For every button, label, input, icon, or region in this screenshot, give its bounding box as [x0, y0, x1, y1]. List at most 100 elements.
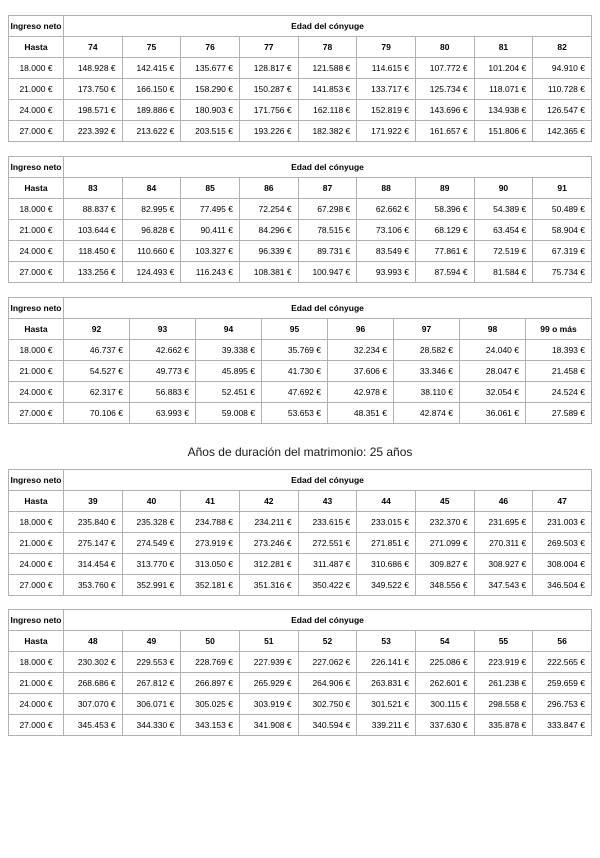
age-header-cell: 85 — [180, 177, 240, 199]
amount-cell: 346.504 € — [532, 574, 592, 596]
income-threshold-cell: 27.000 € — [8, 402, 64, 424]
age-header-cell: 46 — [473, 490, 534, 512]
age-header-cell: 42 — [238, 490, 299, 512]
pension-table-section-ages-74-82: Ingreso neto Edad del cónyuge Hasta 74 75 76 7… — [0, 15, 600, 142]
income-threshold-cell: 27.000 € — [8, 120, 64, 142]
amount-cell: 273.246 € — [238, 532, 299, 554]
age-header-cell: 99 o más — [525, 318, 592, 340]
amount-cell: 309.827 € — [414, 553, 475, 575]
table-group-header-row: Ingreso neto Edad del cónyuge — [8, 15, 592, 37]
age-header-cell: 86 — [238, 177, 299, 199]
income-threshold-cell: 24.000 € — [8, 240, 64, 262]
income-row-header-cell: Hasta — [8, 318, 64, 340]
amount-cell: 148.928 € — [63, 57, 123, 79]
age-header-cell: 83 — [63, 177, 123, 199]
amount-cell: 38.110 € — [393, 381, 460, 403]
amount-cell: 58.904 € — [532, 219, 592, 241]
amount-cell: 143.696 € — [414, 99, 475, 121]
amount-cell: 72.254 € — [238, 198, 299, 220]
amount-cell: 53.653 € — [261, 402, 328, 424]
amount-cell: 230.302 € — [63, 651, 123, 673]
amount-cell: 333.847 € — [532, 714, 592, 736]
amount-cell: 162.118 € — [297, 99, 358, 121]
table-data-row: 21.000 €275.147 €274.549 €273.919 €273.2… — [8, 532, 592, 554]
amount-cell: 83.549 € — [356, 240, 416, 262]
amount-cell: 124.493 € — [121, 261, 182, 283]
amount-cell: 45.895 € — [195, 360, 262, 382]
amount-cell: 110.660 € — [121, 240, 182, 262]
document-page: Ingreso neto Edad del cónyuge Hasta 74 75 76 7… — [0, 15, 600, 858]
age-group-header-cell: Edad del cónyuge — [63, 469, 592, 491]
pension-table-section-ages-48-56: Ingreso neto Edad del cónyuge Hasta 48 49 50 5… — [0, 609, 600, 736]
amount-cell: 59.008 € — [195, 402, 262, 424]
table-group-header-row: Ingreso neto Edad del cónyuge — [8, 156, 592, 178]
income-threshold-cell: 18.000 € — [8, 57, 64, 79]
table-data-row: 21.000 €173.750 €166.150 €158.290 €150.2… — [8, 78, 592, 100]
amount-cell: 93.993 € — [356, 261, 416, 283]
age-header-cell: 53 — [356, 630, 416, 652]
amount-cell: 27.589 € — [525, 402, 592, 424]
age-header-cell: 91 — [532, 177, 592, 199]
amount-cell: 306.071 € — [121, 693, 182, 715]
age-header-cell: 48 — [63, 630, 123, 652]
amount-cell: 96.339 € — [238, 240, 299, 262]
income-column-header-cell: Ingreso neto — [8, 609, 64, 631]
age-header-cell: 78 — [297, 36, 358, 58]
amount-cell: 296.753 € — [532, 693, 592, 715]
age-header-row: Hasta 83 84 85 86 87 88 89 90 91 — [8, 177, 592, 199]
table-data-row: 24.000 €198.571 €189.886 €180.903 €171.7… — [8, 99, 592, 121]
income-column-header-cell: Ingreso neto — [8, 156, 64, 178]
amount-cell: 56.883 € — [129, 381, 196, 403]
age-header-cell: 55 — [473, 630, 534, 652]
pension-table-section-ages-92-99: Ingreso neto Edad del cónyuge Hasta 92 93 94 9… — [0, 297, 600, 424]
amount-cell: 234.788 € — [180, 511, 240, 533]
amount-cell: 337.630 € — [414, 714, 475, 736]
amount-cell: 339.211 € — [356, 714, 416, 736]
age-group-header-cell: Edad del cónyuge — [63, 297, 592, 319]
amount-cell: 271.851 € — [356, 532, 416, 554]
amount-cell: 73.106 € — [356, 219, 416, 241]
amount-cell: 90.411 € — [180, 219, 240, 241]
age-header-cell: 92 — [63, 318, 130, 340]
table-data-row: 24.000 €62.317 €56.883 €52.451 €47.692 €… — [8, 381, 592, 403]
amount-cell: 35.769 € — [261, 339, 328, 361]
age-header-cell: 90 — [473, 177, 534, 199]
amount-cell: 269.503 € — [532, 532, 592, 554]
age-header-cell: 44 — [356, 490, 416, 512]
age-header-cell: 89 — [414, 177, 475, 199]
amount-cell: 298.558 € — [473, 693, 534, 715]
amount-cell: 89.731 € — [297, 240, 358, 262]
table-data-row: 18.000 €88.837 €82.995 €77.495 €72.254 €… — [8, 198, 592, 220]
amount-cell: 33.346 € — [393, 360, 460, 382]
age-header-cell: 39 — [63, 490, 123, 512]
amount-cell: 352.991 € — [121, 574, 182, 596]
amount-cell: 46.737 € — [63, 339, 130, 361]
age-header-cell: 80 — [414, 36, 475, 58]
income-row-header-cell: Hasta — [8, 177, 64, 199]
age-header-cell: 47 — [532, 490, 592, 512]
income-threshold-cell: 24.000 € — [8, 99, 64, 121]
age-group-header-cell: Edad del cónyuge — [63, 156, 592, 178]
table-data-row: 27.000 €353.760 €352.991 €352.181 €351.3… — [8, 574, 592, 596]
age-header-cell: 40 — [121, 490, 182, 512]
income-threshold-cell: 18.000 € — [8, 651, 64, 673]
amount-cell: 67.298 € — [297, 198, 358, 220]
income-threshold-cell: 21.000 € — [8, 78, 64, 100]
amount-cell: 262.601 € — [414, 672, 475, 694]
amount-cell: 226.141 € — [356, 651, 416, 673]
amount-cell: 310.686 € — [356, 553, 416, 575]
amount-cell: 266.897 € — [180, 672, 240, 694]
age-header-cell: 87 — [297, 177, 358, 199]
table-data-row: 24.000 €307.070 €306.071 €305.025 €303.9… — [8, 693, 592, 715]
amount-cell: 24.040 € — [459, 339, 526, 361]
amount-cell: 234.211 € — [238, 511, 299, 533]
table-data-row: 21.000 €54.527 €49.773 €45.895 €41.730 €… — [8, 360, 592, 382]
amount-cell: 142.415 € — [121, 57, 182, 79]
amount-cell: 103.644 € — [63, 219, 123, 241]
amount-cell: 349.522 € — [356, 574, 416, 596]
amount-cell: 268.686 € — [63, 672, 123, 694]
age-header-cell: 94 — [195, 318, 262, 340]
pension-table-ages-48-56: Ingreso neto Edad del cónyuge Hasta 48 49 50 5… — [8, 609, 592, 736]
income-threshold-cell: 27.000 € — [8, 261, 64, 283]
amount-cell: 344.330 € — [121, 714, 182, 736]
